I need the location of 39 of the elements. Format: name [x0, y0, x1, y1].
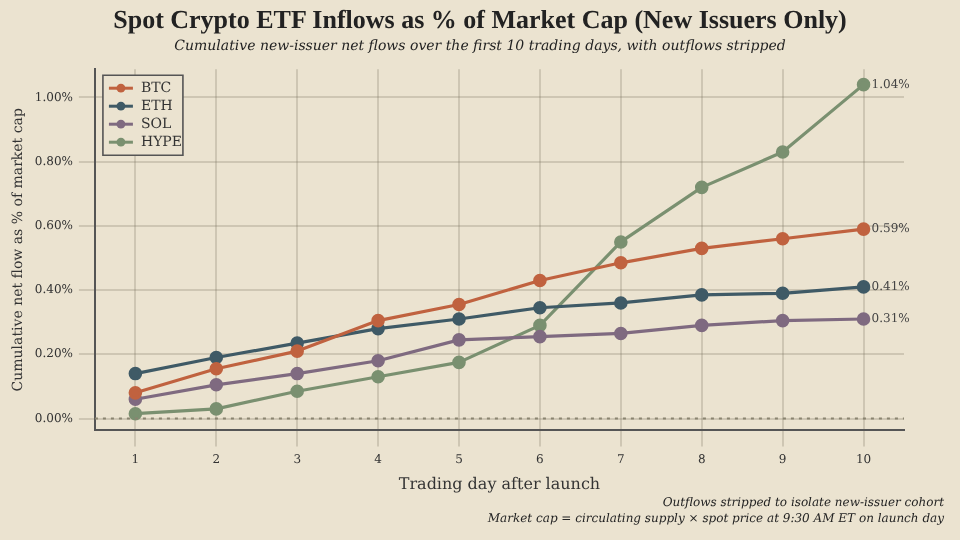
point — [856, 222, 871, 236]
point — [694, 180, 709, 195]
point — [533, 318, 547, 333]
point — [614, 326, 628, 341]
point — [452, 312, 466, 326]
point — [614, 235, 628, 249]
point — [371, 313, 385, 328]
chart-title: Spot Crypto ETF Inflows as % of Market Cap (New Issuers Only) — [111, 4, 849, 36]
point — [452, 297, 466, 312]
point — [452, 333, 466, 347]
point — [128, 366, 143, 381]
point — [290, 344, 304, 358]
point — [290, 366, 304, 381]
point — [371, 353, 385, 368]
point — [533, 300, 547, 315]
point — [371, 369, 385, 384]
point — [694, 318, 709, 333]
x-axis-title: Trading day after launch — [398, 474, 601, 493]
point — [856, 280, 871, 294]
point — [128, 386, 143, 400]
point — [209, 378, 224, 392]
point — [775, 231, 790, 246]
point — [209, 402, 224, 416]
point — [533, 273, 547, 288]
point — [209, 361, 224, 376]
point — [614, 296, 628, 310]
point — [694, 288, 709, 302]
point — [209, 350, 224, 365]
point — [856, 312, 871, 326]
point — [694, 241, 709, 256]
point — [775, 145, 790, 159]
point — [533, 329, 547, 344]
point — [128, 406, 143, 421]
point — [856, 77, 871, 92]
point — [775, 313, 790, 328]
point — [775, 286, 790, 301]
point — [452, 355, 466, 370]
point — [614, 256, 628, 270]
point — [290, 384, 304, 399]
